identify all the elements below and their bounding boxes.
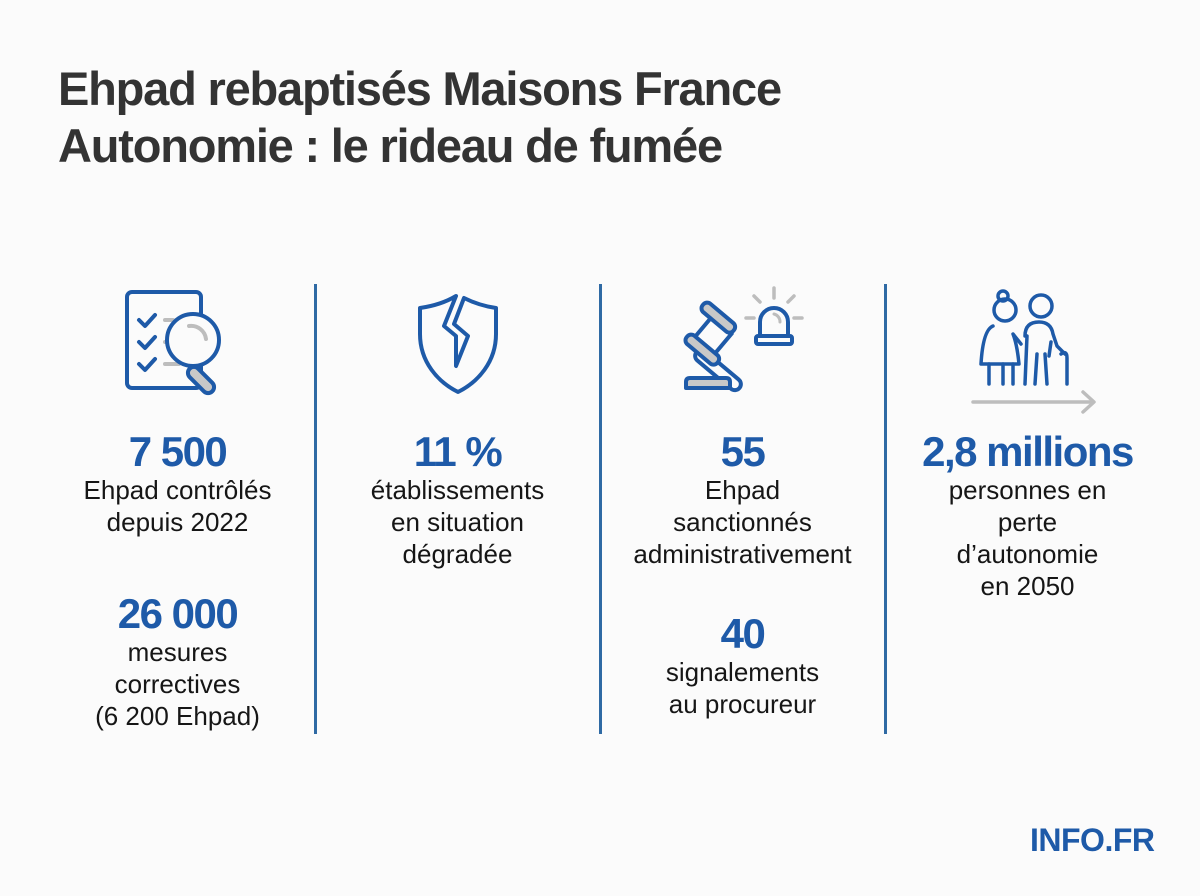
stat-label: mesures correctives (6 200 Ehpad): [95, 637, 260, 731]
stat-value: 55: [720, 428, 766, 475]
stat-label: personnes en perte d’autonomie en 2050: [948, 475, 1107, 601]
stat-label: signalements au procureur: [665, 657, 820, 719]
stat-block: 2,8 millions personnes en perte d’autono…: [885, 430, 1170, 602]
broken-shield-icon: [315, 284, 600, 414]
stat-value: 2,8 millions: [922, 428, 1134, 475]
page-title: Ehpad rebaptisés Maisons France Autonomi…: [58, 60, 782, 174]
checklist-magnifier-icon: [35, 284, 320, 414]
brand-logo: INFO.FR: [1030, 822, 1155, 858]
column-divider: [599, 284, 602, 734]
title-line-2: Autonomie : le rideau de fumée: [58, 119, 723, 172]
stat-label: Ehpad sanctionnés administrativement: [633, 475, 852, 569]
gavel-alarm-icon: [600, 284, 885, 414]
elderly-couple-arrow-icon: [885, 284, 1170, 414]
stat-block: 40 signalements au procureur: [600, 612, 885, 720]
stat-value: 26 000: [117, 590, 239, 637]
column-divider: [314, 284, 317, 734]
column-divider: [884, 284, 887, 734]
title-line-1: Ehpad rebaptisés Maisons France: [58, 62, 782, 115]
stat-label: établissements en situation dégradée: [370, 475, 545, 569]
stat-value: 11 %: [413, 428, 503, 475]
stat-block: 11 % établissements en situation dégradé…: [315, 430, 600, 570]
stat-block: 26 000 mesures correctives (6 200 Ehpad): [35, 592, 320, 732]
stat-value: 7 500: [128, 428, 228, 475]
stat-label: Ehpad contrôlés depuis 2022: [83, 475, 272, 537]
stat-block: 55 Ehpad sanctionnés administrativement: [600, 430, 885, 570]
stat-block: 7 500 Ehpad contrôlés depuis 2022: [35, 430, 320, 538]
stat-value: 40: [720, 610, 766, 657]
